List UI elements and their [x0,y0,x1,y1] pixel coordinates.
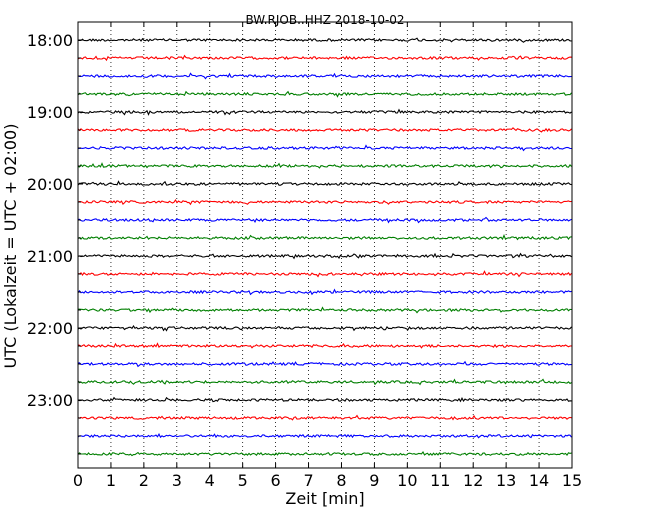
chart-title: BW.RJOB..HHZ 2018-10-02 [245,13,404,27]
trace-line [77,414,572,421]
trace-line [77,127,572,133]
x-tick-label: 1 [106,471,116,490]
x-tick-label: 12 [463,471,483,490]
axis-ticks: 0 1 2 3 4 5 6 7 8 9 10 11 12 13 14 1518:0019:0020:0021:… [27,22,582,490]
y-tick-label: 20:00 [27,175,73,194]
x-tick-label: 8 [336,471,346,490]
y-tick-label: 22:00 [27,319,73,338]
trace-line [77,180,572,187]
trace-line [77,234,572,241]
trace-line [77,342,572,349]
trace-line [77,216,572,224]
trace-line [77,90,572,98]
x-tick-label: 3 [172,471,182,490]
trace-line [77,37,572,43]
x-tick-label: 10 [397,471,417,490]
trace-line [77,450,572,457]
trace-line [77,288,572,296]
trace-line [77,108,572,116]
trace-line [77,396,572,403]
y-tick-label: 23:00 [27,391,73,410]
x-tick-label: 11 [430,471,450,490]
y-tick-label: 21:00 [27,247,73,266]
x-tick-label: 7 [303,471,313,490]
y-tick-label: 19:00 [27,103,73,122]
x-tick-label: 9 [369,471,379,490]
x-axis-label: Zeit [min] [285,489,364,508]
x-tick-label: 4 [205,471,215,490]
trace-group [77,37,572,457]
plot-frame [77,21,573,469]
y-axis-label: UTC (Lokalzeit = UTC + 02:00) [1,124,20,369]
x-tick-label: 15 [562,471,582,490]
trace-line [77,144,572,152]
trace-line [77,162,572,169]
trace-line [77,54,572,62]
trace-line [77,360,572,368]
trace-line [77,433,572,439]
x-tick-label: 14 [529,471,549,490]
trace-line [77,252,572,260]
trace-line [77,378,572,386]
trace-line [78,306,572,314]
trace-line [77,270,572,278]
trace-line [77,324,572,332]
x-tick-label: 6 [271,471,281,490]
trace-line [77,72,572,80]
x-tick-label: 5 [238,471,248,490]
x-tick-label: 2 [139,471,149,490]
x-tick-label: 13 [496,471,516,490]
x-tick-label: 0 [73,471,83,490]
y-tick-label: 18:00 [27,31,73,50]
trace-line [77,198,572,206]
